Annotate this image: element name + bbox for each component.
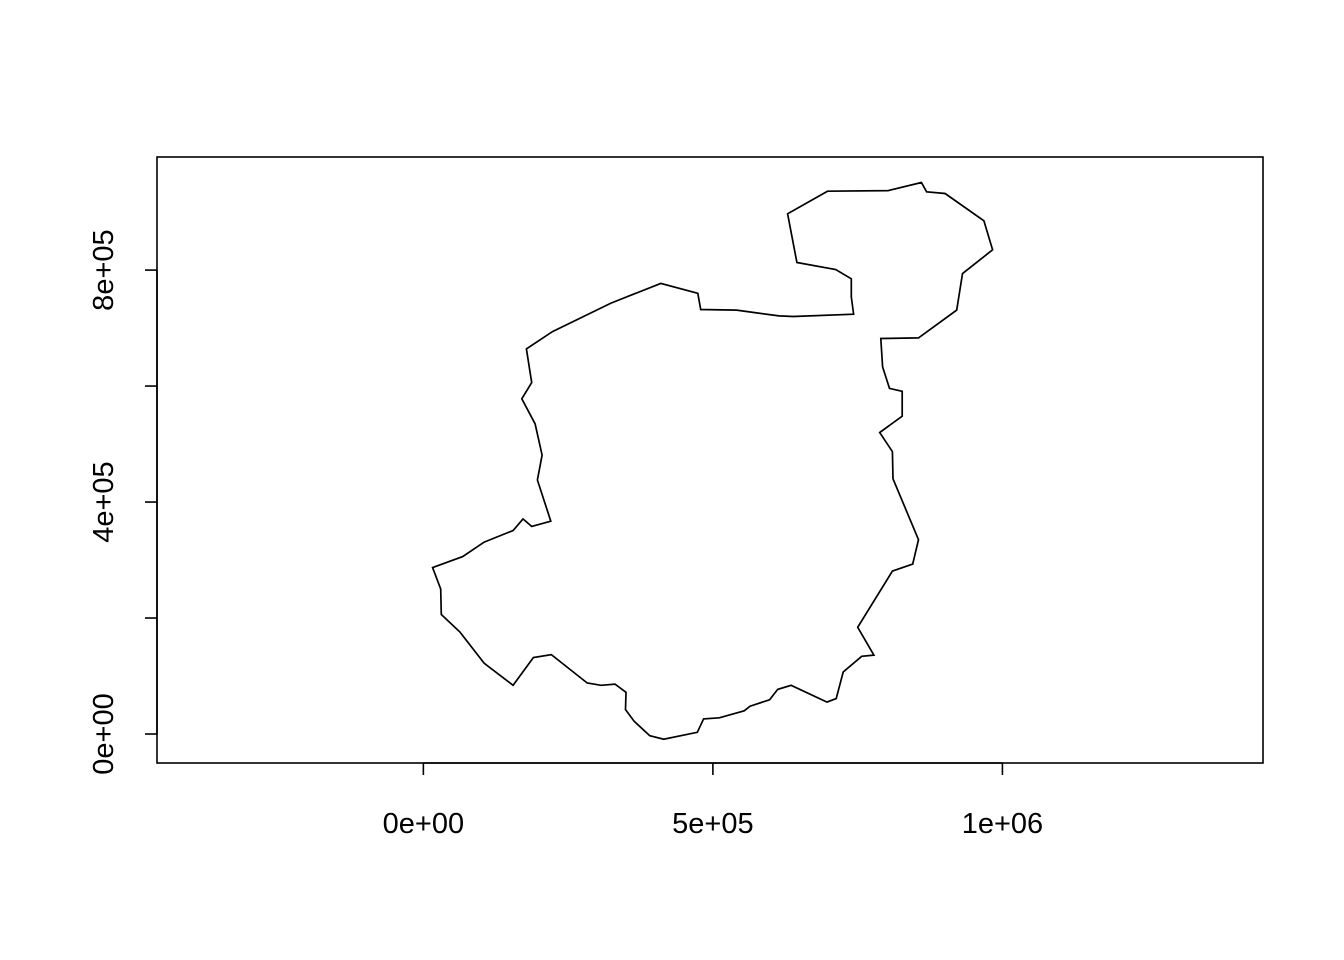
outline-layer [431, 181, 994, 741]
y-tick-label: 4e+05 [88, 461, 120, 542]
x-tick-label: 5e+05 [672, 808, 753, 840]
x-axis: 0e+00 5e+05 1e+06 [383, 762, 1043, 840]
y-tick-label: 0e+00 [88, 693, 120, 774]
y-tick-label: 8e+05 [88, 229, 120, 310]
y-axis: 0e+00 4e+05 8e+05 [88, 229, 158, 775]
x-tick-label: 1e+06 [962, 808, 1043, 840]
x-tick-label: 0e+00 [383, 808, 464, 840]
outline-series-0 [431, 181, 994, 741]
